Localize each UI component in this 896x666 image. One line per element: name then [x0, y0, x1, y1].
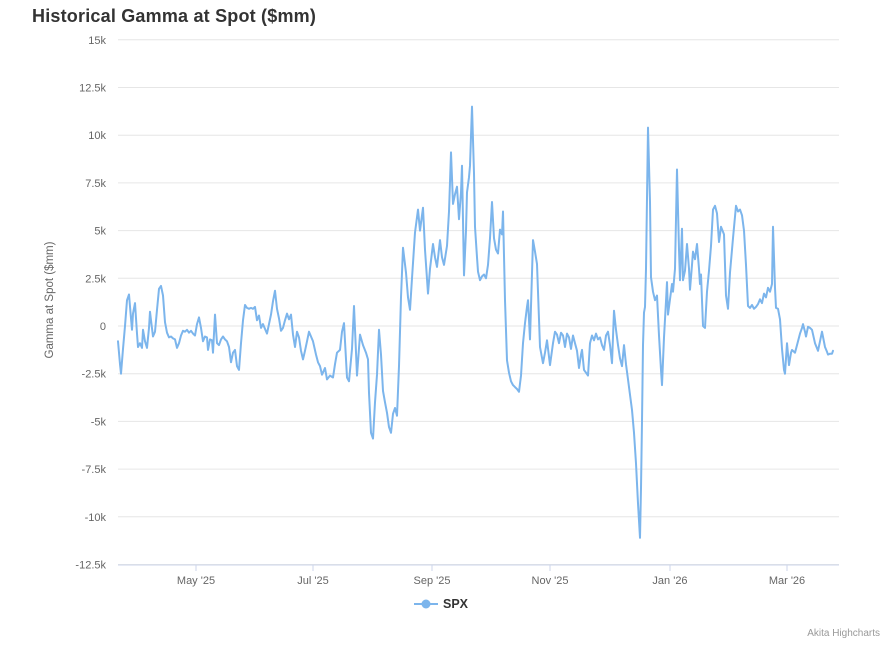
x-axis-tick-label: May '25 [177, 575, 215, 587]
y-axis-tick-label: -10k [85, 512, 107, 524]
legend: SPX [0, 597, 896, 611]
y-axis-tick-label: 7.5k [85, 178, 106, 190]
y-axis-tick-label: -2.5k [82, 369, 107, 381]
y-axis-tick-label: -12.5k [75, 560, 106, 572]
y-axis-tick-label: 0 [100, 321, 106, 333]
legend-label-spx: SPX [442, 597, 468, 611]
credits: Akita Highcharts [807, 628, 880, 639]
x-axis-tick-label: Jul '25 [297, 575, 328, 587]
series-line-spx[interactable] [117, 105, 834, 539]
y-axis-tick-label: -7.5k [82, 464, 107, 476]
y-axis-tick-label: 12.5k [79, 83, 106, 95]
y-axis-tick-label: 2.5k [85, 273, 106, 285]
legend-item-spx[interactable]: SPX [413, 597, 468, 611]
x-axis-tick-label: Sep '25 [414, 575, 451, 587]
x-axis-tick-label: Mar '26 [769, 575, 805, 587]
legend-line-marker-icon [413, 599, 438, 609]
y-axis-tick-label: -5k [91, 416, 107, 428]
chart-title: Historical Gamma at Spot ($mm) [32, 6, 317, 26]
y-axis-tick-label: 10k [88, 130, 106, 142]
y-axis-tick-label: 15k [88, 35, 106, 47]
x-axis-tick-label: Nov '25 [532, 575, 569, 587]
y-axis-tick-label: 5k [94, 226, 106, 238]
x-axis-tick-label: Jan '26 [652, 575, 687, 587]
